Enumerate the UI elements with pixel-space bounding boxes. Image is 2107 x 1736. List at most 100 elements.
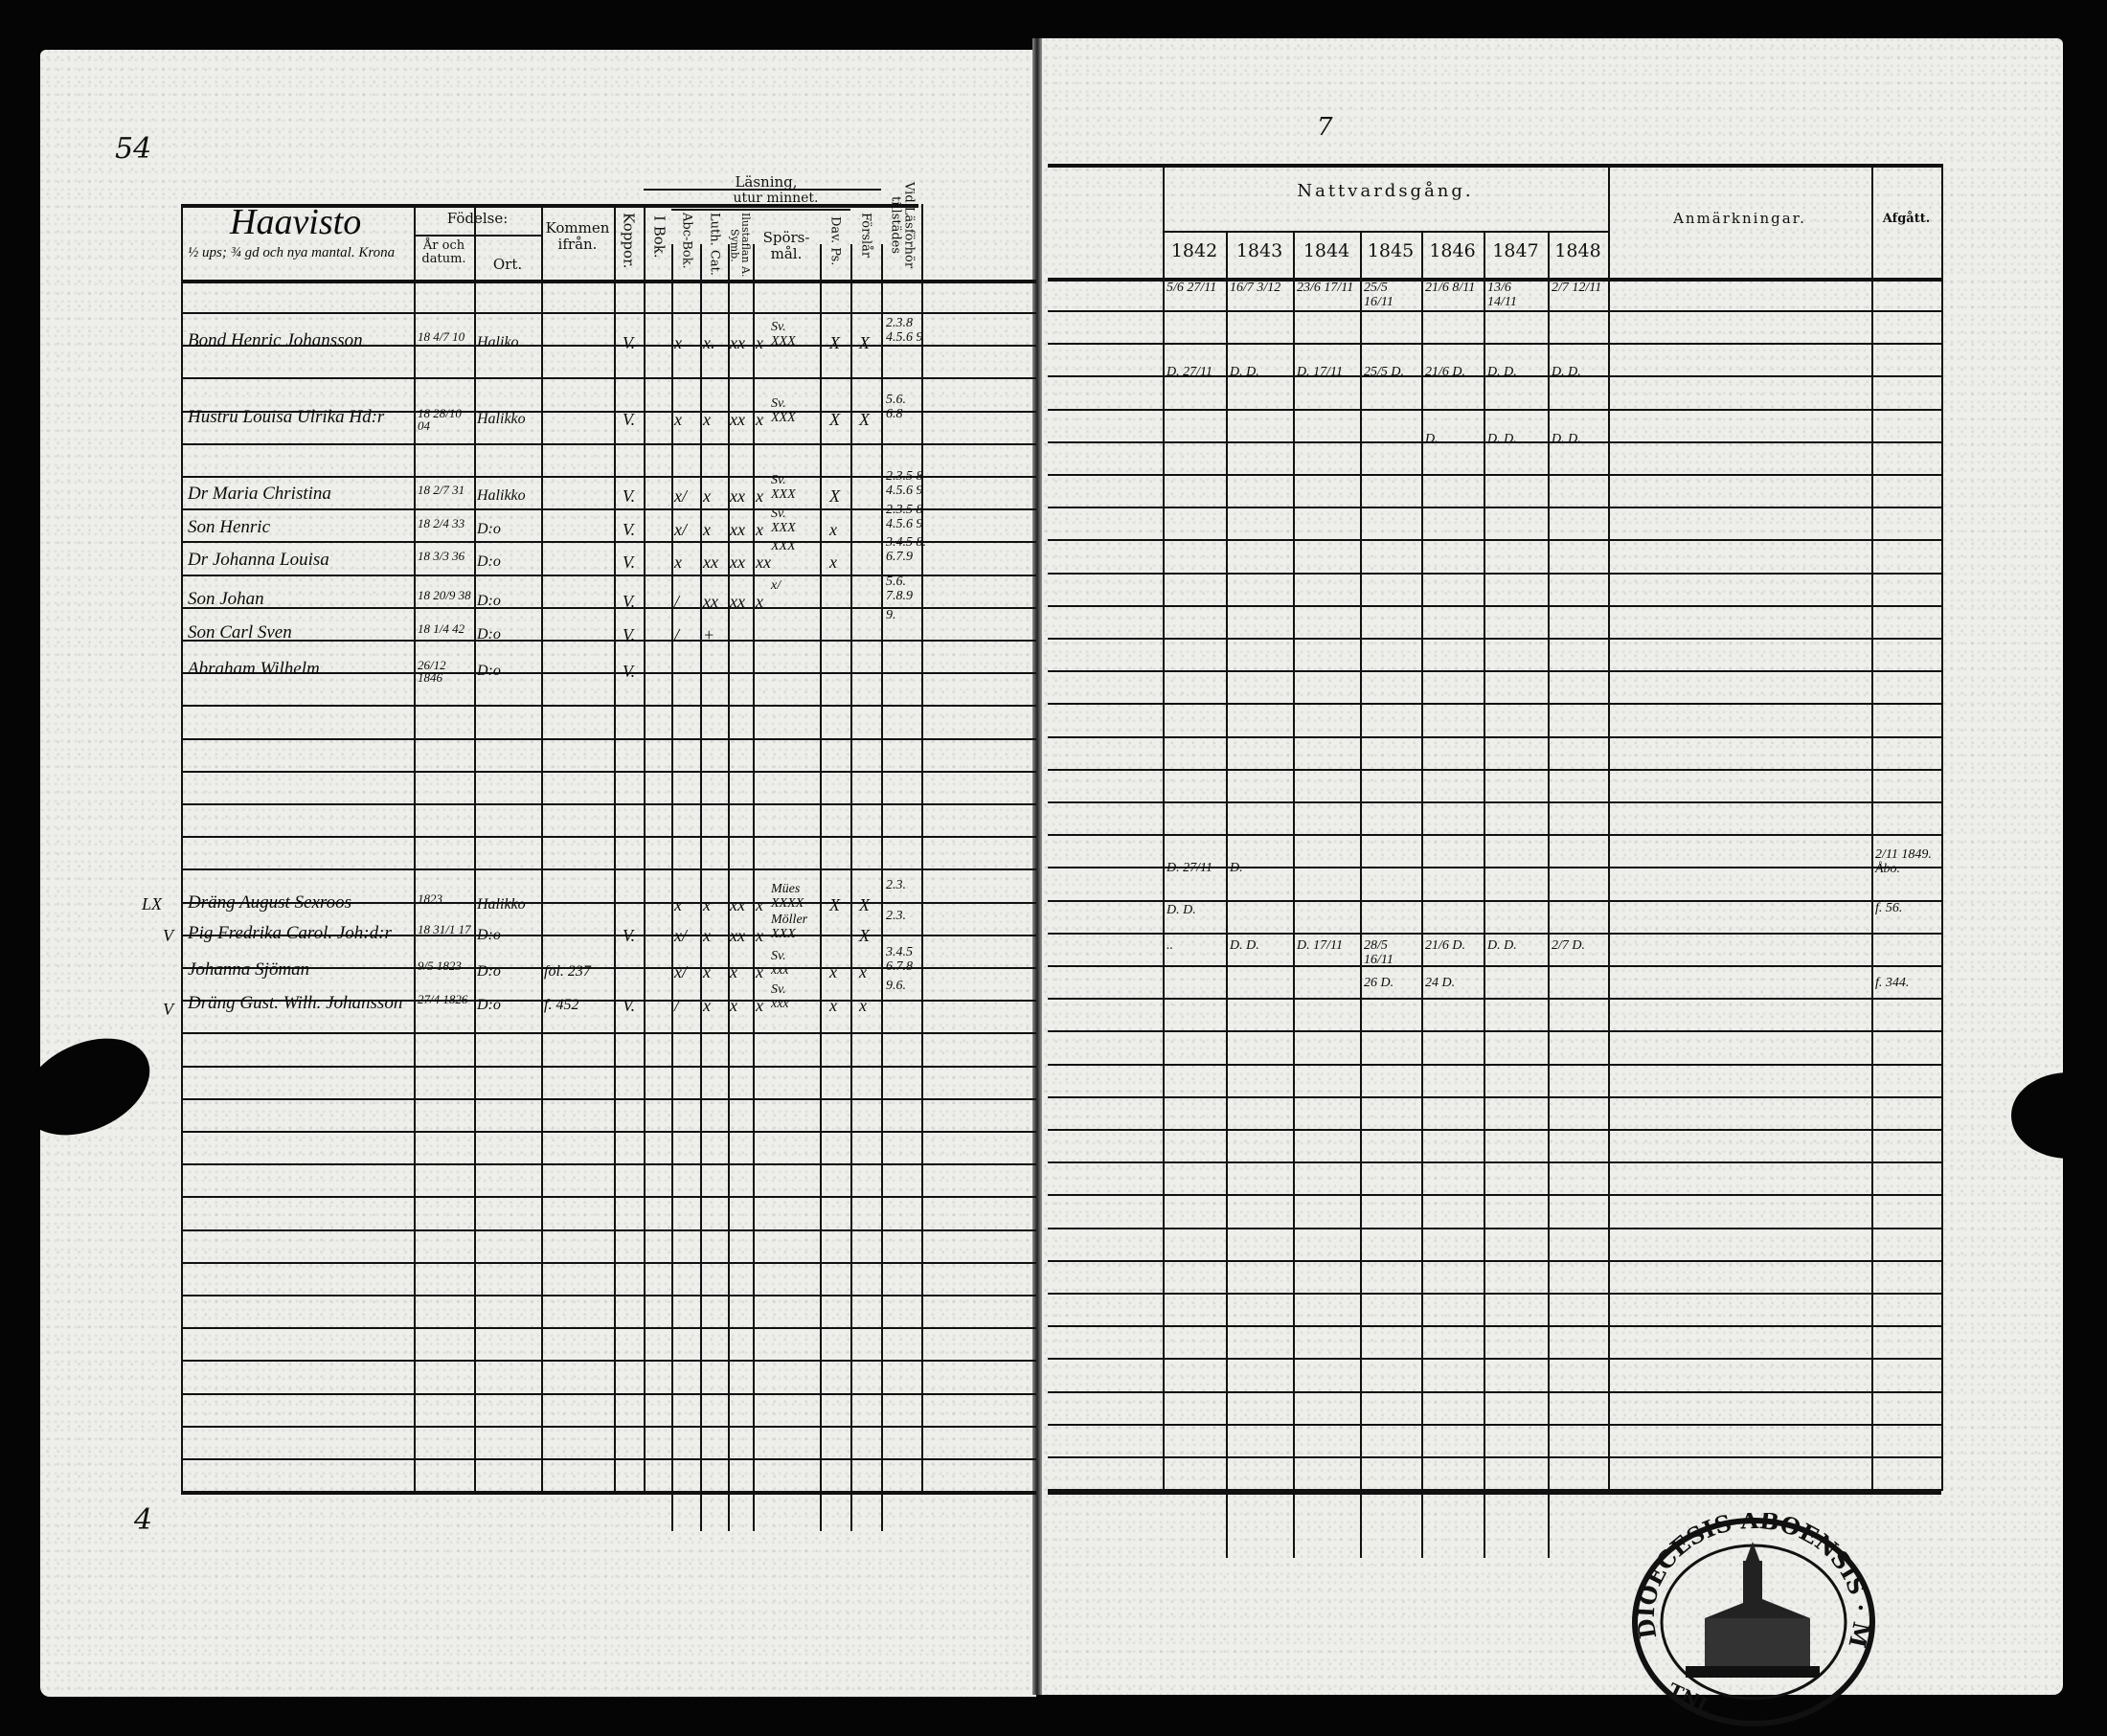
questions-mark: Sv. xxx [771, 949, 789, 978]
row-line [181, 476, 1036, 478]
row-line [1048, 1358, 1941, 1361]
header-year-1844: 1844 [1303, 240, 1350, 261]
illust-mark: x [756, 996, 763, 1015]
column-divider [1941, 164, 1943, 1491]
page-clip-right [2011, 1072, 2107, 1159]
communion-date: D. [1425, 432, 1439, 446]
row-line [181, 770, 1036, 773]
row-line [181, 606, 1036, 609]
communion-date: D. D. [1230, 938, 1259, 953]
row-line [1048, 998, 1941, 1001]
communion-date: 28/5 16/11 [1364, 938, 1393, 967]
row-line [1048, 1489, 1941, 1492]
communion-date: D. D. [1487, 365, 1517, 379]
row-line [1048, 735, 1941, 738]
page-number-right: 7 [1317, 113, 1333, 142]
column-divider [541, 204, 543, 1491]
communion-date: 23/6 17/11 [1297, 281, 1354, 295]
row-line [181, 803, 1036, 805]
row-line [181, 377, 1036, 380]
header-smallpox: Koppor. [620, 213, 638, 269]
communion-date: D. 17/11 [1297, 365, 1343, 379]
questions-mark: Sv. XXX [771, 473, 796, 502]
person-name: Pig Fredrika Carol. Joh:d:r [188, 923, 392, 943]
table-top-border [1048, 164, 1941, 168]
row-line [181, 1327, 1036, 1330]
questions-mark: XXX [771, 539, 796, 553]
exam-attendance: 3.4.5 8. 6.7.9 [886, 535, 926, 564]
in-book-mark: x/ [674, 520, 687, 539]
header-bottom-border [181, 280, 1036, 283]
person-name: Bond Henric Johansson [188, 330, 363, 350]
row-line [181, 410, 1036, 413]
column-divider [474, 204, 476, 1491]
illust-mark: x [756, 333, 763, 352]
row-line [181, 640, 1036, 642]
page-number-left: 54 [115, 132, 152, 166]
row-line [181, 312, 1036, 314]
abc-mark: + [703, 625, 715, 644]
understanding-mark: X [859, 333, 870, 352]
exam-attendance: 2.3.8 4.5.6 9 [886, 316, 923, 345]
illust-mark: x [756, 962, 763, 981]
communion-date: D. 17/11 [1297, 938, 1343, 953]
birth-date: 27/4 1826 [418, 992, 468, 1006]
row-line [1048, 1161, 1941, 1164]
column-divider [921, 204, 923, 1491]
margin-mark: LX [142, 894, 163, 913]
header-birth: Födelse: [446, 210, 509, 227]
column-divider [1293, 231, 1295, 1558]
luth-mark: xx [730, 333, 745, 352]
row-line [181, 737, 1036, 740]
understanding-mark: X [859, 410, 870, 429]
exam-attendance: 3.4.5 6.7.8 [886, 945, 913, 974]
header-exam-present: Vid Läsförhör tillstädes [888, 181, 917, 269]
understanding-mark: X [859, 895, 870, 914]
row-line [181, 1392, 1036, 1395]
communion-date: 25/5 D. [1364, 365, 1404, 379]
luth-mark: xx [730, 926, 745, 945]
margin-mark: V [163, 926, 173, 945]
row-line [1048, 539, 1941, 542]
exam-attendance: 2.3. [886, 878, 906, 892]
row-line [181, 1000, 1036, 1003]
birth-date: 18 28/10 04 [418, 406, 462, 433]
table-bottom-border [1048, 1491, 1941, 1495]
birth-date: 9/5 1823 [418, 958, 462, 973]
luth-mark: xx [730, 552, 745, 572]
exam-attendance: 9. [886, 608, 896, 622]
column-divider [1360, 231, 1362, 1558]
communion-date: 26 D. [1364, 976, 1394, 990]
by-heart-subheader-divider [671, 209, 850, 211]
departed-note: f. 56. [1875, 901, 1903, 915]
row-line [1048, 1423, 1941, 1426]
abc-mark: xx [703, 552, 718, 572]
communion-date: D. D. [1487, 938, 1517, 953]
table-bottom-border [181, 1491, 1036, 1495]
communion-date: 21/6 D. [1425, 365, 1465, 379]
smallpox-mark: V. [623, 520, 636, 539]
smallpox-mark: V. [623, 410, 636, 429]
luth-mark: xx [730, 520, 745, 539]
communion-date: D. 27/11 [1167, 861, 1212, 875]
questions-mark: Möller XXX [771, 913, 808, 941]
row-line [181, 1261, 1036, 1264]
column-divider [881, 244, 883, 1531]
person-name: Abraham Wilhelm [188, 659, 320, 679]
person-name: Johanna Sjöman [188, 959, 310, 980]
column-divider [1608, 164, 1610, 1491]
header-year-1848: 1848 [1554, 240, 1601, 261]
row-line [1048, 1194, 1941, 1197]
in-book-mark: x [674, 895, 682, 914]
departed-note: 2/11 1849. Åbo. [1875, 847, 1932, 876]
row-line [1048, 1456, 1941, 1458]
communion-date: 21/6 D. [1425, 938, 1465, 953]
village-note: ½ ups; ¾ gd och nya mantal. Krona [188, 245, 396, 260]
abc-mark: x [703, 486, 711, 506]
right-page [1038, 38, 2063, 1695]
birth-date: 18 3/3 36 [418, 549, 465, 563]
exam-attendance: 2.3.5 8 4.5.6 9 [886, 503, 923, 531]
smallpox-mark: V. [623, 662, 636, 681]
questions-mark: Sv. XXX [771, 320, 796, 349]
abc-mark: x [703, 926, 711, 945]
